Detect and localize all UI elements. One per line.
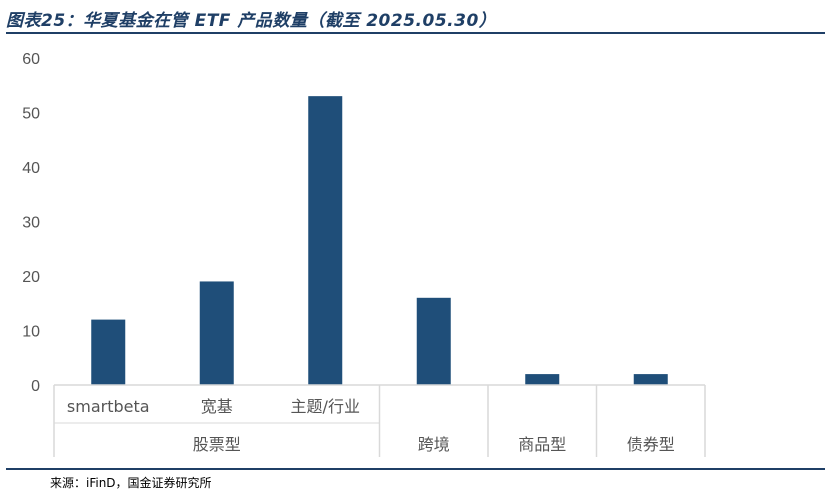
- x-group-label: 股票型: [193, 435, 241, 454]
- y-tick-label: 40: [22, 160, 40, 177]
- y-tick-label: 60: [22, 51, 40, 68]
- bar-宽基: [199, 281, 234, 385]
- bar-主题/行业: [308, 96, 343, 386]
- title-divider: [6, 32, 825, 34]
- y-tick-label: 10: [22, 324, 40, 341]
- source-note: 来源：iFinD，国金证券研究所: [50, 476, 212, 490]
- y-tick-label: 50: [22, 106, 40, 123]
- bar-跨境: [416, 297, 451, 385]
- x-category-label: 宽基: [201, 397, 233, 416]
- bar-smartbeta: [91, 319, 126, 385]
- y-tick-label: 20: [22, 269, 40, 286]
- x-category-label: smartbeta: [67, 397, 150, 416]
- y-tick-label: 0: [31, 378, 40, 395]
- x-group-label: 债券型: [627, 435, 675, 454]
- y-tick-label: 30: [22, 215, 40, 232]
- footer-divider: [6, 468, 825, 470]
- x-category-label: 主题/行业: [291, 397, 360, 416]
- x-group-label: 跨境: [418, 435, 450, 454]
- bar-商品型: [525, 374, 560, 385]
- x-group-label: 商品型: [518, 435, 566, 454]
- chart-title: 图表25：华夏基金在管 ETF 产品数量（截至 2025.05.30）: [6, 11, 497, 31]
- bar-债券型: [633, 374, 668, 385]
